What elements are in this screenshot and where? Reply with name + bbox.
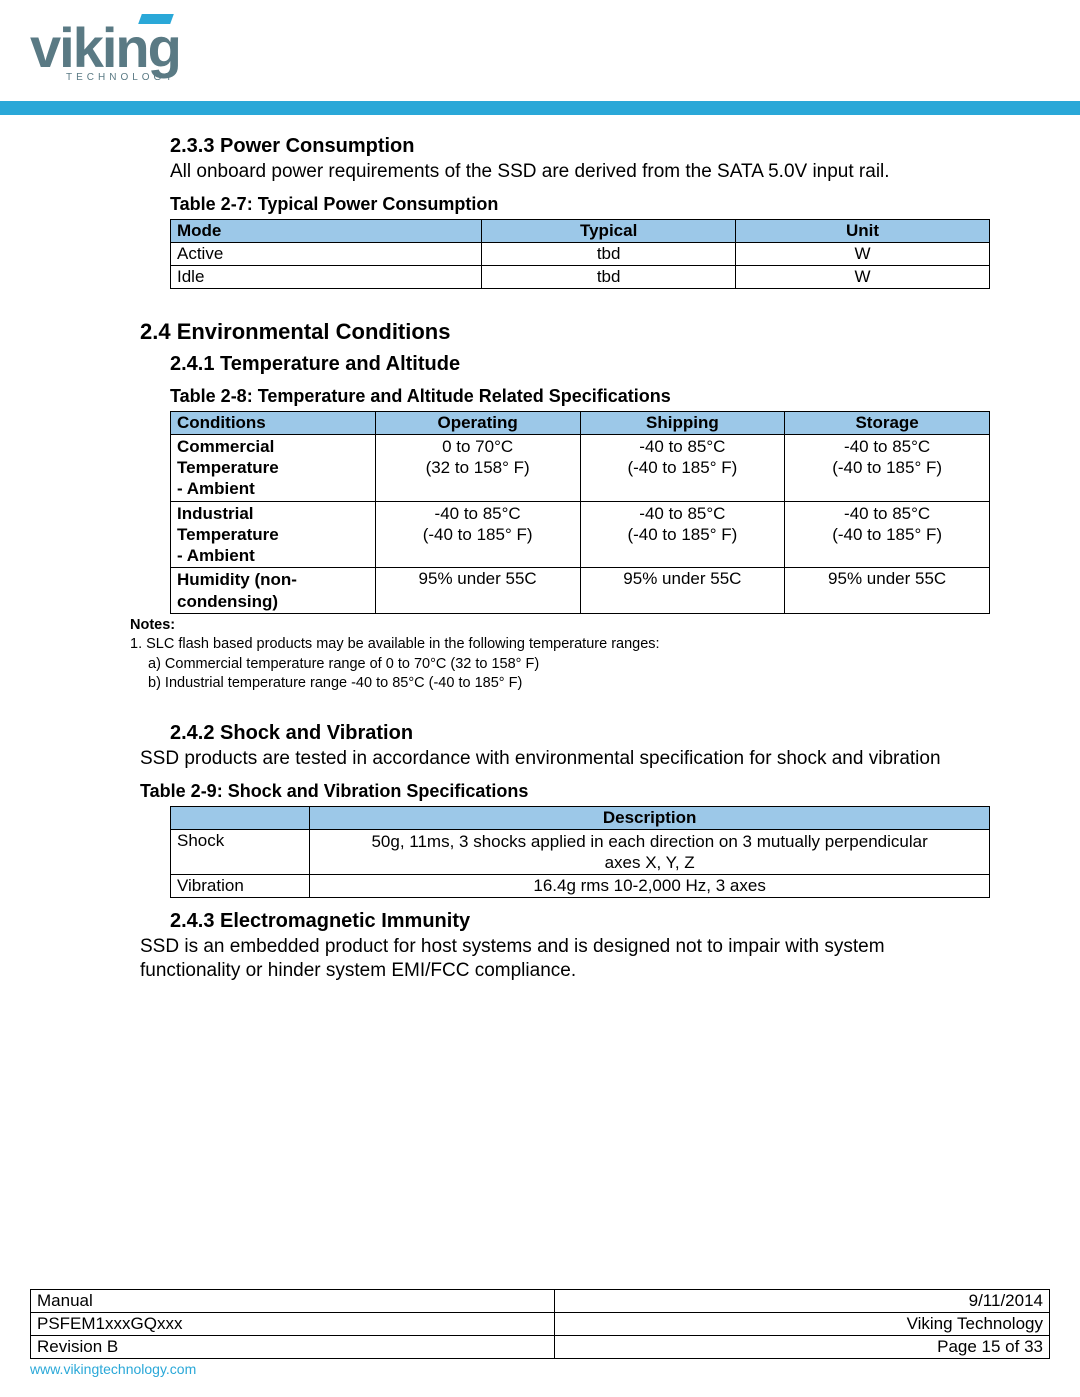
cell: -40 to 85°C(-40 to 185° F) xyxy=(375,501,580,568)
cell: -40 to 85°C(-40 to 185° F) xyxy=(580,434,785,501)
cell: 0 to 70°C(32 to 158° F) xyxy=(375,434,580,501)
note-line: a) Commercial temperature range of 0 to … xyxy=(130,656,539,672)
cell: 95% under 55C xyxy=(375,568,580,614)
page-footer: Manual 9/11/2014 PSFEM1xxxGQxxx Viking T… xyxy=(30,1289,1050,1377)
cell: -40 to 85°C(-40 to 185° F) xyxy=(785,501,990,568)
col-unit: Unit xyxy=(736,219,990,242)
logo-word: viking xyxy=(30,20,180,76)
col-conditions: Conditions xyxy=(171,411,376,434)
table-row: Humidity (non-condensing) 95% under 55C … xyxy=(171,568,990,614)
col-description: Description xyxy=(310,806,990,829)
cell: Active xyxy=(171,242,482,265)
heading-2-4-2: 2.4.2 Shock and Vibration xyxy=(170,722,990,745)
caption-table-2-7: Table 2-7: Typical Power Consumption xyxy=(170,194,990,215)
footer-company: Viking Technology xyxy=(555,1313,1050,1336)
footer-url[interactable]: www.vikingtechnology.com xyxy=(30,1361,1050,1377)
col-shipping: Shipping xyxy=(580,411,785,434)
footer-partno: PSFEM1xxxGQxxx xyxy=(31,1313,555,1336)
table-2-8: Conditions Operating Shipping Storage Co… xyxy=(170,411,990,614)
col-operating: Operating xyxy=(375,411,580,434)
table-row: CommercialTemperature- Ambient 0 to 70°C… xyxy=(171,434,990,501)
body-2-4-2: SSD products are tested in accordance wi… xyxy=(140,747,990,771)
table-row: Vibration 16.4g rms 10-2,000 Hz, 3 axes xyxy=(171,875,990,898)
heading-2-4-3: 2.4.3 Electromagnetic Immunity xyxy=(170,910,990,933)
body-2-3-3: All onboard power requirements of the SS… xyxy=(170,160,990,184)
table-2-7: Mode Typical Unit Active tbd W Idle tbd … xyxy=(170,219,990,289)
table-row: Shock 50g, 11ms, 3 shocks applied in eac… xyxy=(171,829,990,875)
footer-revision: Revision B xyxy=(31,1336,555,1359)
cell: W xyxy=(736,242,990,265)
cell: 50g, 11ms, 3 shocks applied in each dire… xyxy=(310,829,990,875)
caption-table-2-9: Table 2-9: Shock and Vibration Specifica… xyxy=(140,781,990,802)
table-row: Active tbd W xyxy=(171,242,990,265)
footer-page: Page 15 of 33 xyxy=(555,1336,1050,1359)
table-row: Revision B Page 15 of 33 xyxy=(31,1336,1050,1359)
cell: tbd xyxy=(482,242,736,265)
cell: Vibration xyxy=(171,875,310,898)
cell: IndustrialTemperature- Ambient xyxy=(171,501,376,568)
cell: 95% under 55C xyxy=(580,568,785,614)
col-mode: Mode xyxy=(171,219,482,242)
table-row: Idle tbd W xyxy=(171,265,990,288)
note-line: b) Industrial temperature range -40 to 8… xyxy=(130,675,522,691)
cell: Shock xyxy=(171,829,310,875)
heading-2-4: 2.4 Environmental Conditions xyxy=(140,319,990,345)
footer-manual: Manual xyxy=(31,1290,555,1313)
col-typical: Typical xyxy=(482,219,736,242)
table-2-9: Description Shock 50g, 11ms, 3 shocks ap… xyxy=(170,806,990,899)
header-divider xyxy=(0,101,1080,115)
heading-2-3-3: 2.3.3 Power Consumption xyxy=(170,135,990,158)
table-row: IndustrialTemperature- Ambient -40 to 85… xyxy=(171,501,990,568)
cell: -40 to 85°C(-40 to 185° F) xyxy=(785,434,990,501)
caption-table-2-8: Table 2-8: Temperature and Altitude Rela… xyxy=(170,386,990,407)
note-line: 1. SLC flash based products may be avail… xyxy=(130,636,660,652)
cell: Idle xyxy=(171,265,482,288)
cell: Humidity (non-condensing) xyxy=(171,568,376,614)
notes-label: Notes: xyxy=(130,617,175,633)
cell: W xyxy=(736,265,990,288)
logo: viking TECHNOLOGY xyxy=(30,20,1050,83)
table-2-8-notes: Notes: 1. SLC flash based products may b… xyxy=(130,616,990,694)
col-storage: Storage xyxy=(785,411,990,434)
footer-date: 9/11/2014 xyxy=(555,1290,1050,1313)
heading-2-4-1: 2.4.1 Temperature and Altitude xyxy=(170,353,990,376)
body-2-4-3: SSD is an embedded product for host syst… xyxy=(140,935,990,983)
page-content: 2.3.3 Power Consumption All onboard powe… xyxy=(0,115,1080,983)
table-row: Manual 9/11/2014 xyxy=(31,1290,1050,1313)
page-header: viking TECHNOLOGY xyxy=(0,0,1080,93)
cell: tbd xyxy=(482,265,736,288)
cell: 95% under 55C xyxy=(785,568,990,614)
cell: CommercialTemperature- Ambient xyxy=(171,434,376,501)
col-blank xyxy=(171,806,310,829)
cell: 16.4g rms 10-2,000 Hz, 3 axes xyxy=(310,875,990,898)
table-row: PSFEM1xxxGQxxx Viking Technology xyxy=(31,1313,1050,1336)
cell: -40 to 85°C(-40 to 185° F) xyxy=(580,501,785,568)
footer-table: Manual 9/11/2014 PSFEM1xxxGQxxx Viking T… xyxy=(30,1289,1050,1359)
